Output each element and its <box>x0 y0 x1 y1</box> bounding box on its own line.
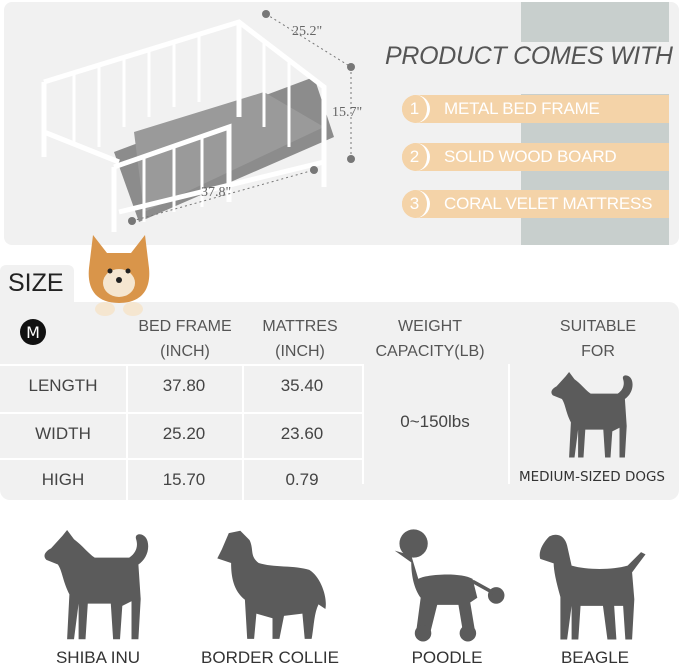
bed-frame-value: 25.20 <box>162 424 206 443</box>
border-collie-icon <box>217 530 326 639</box>
header-line: SUITABLE <box>559 318 637 335</box>
row-label: HIGH <box>41 470 85 489</box>
length-dimension: 37.8" <box>201 185 232 200</box>
product-panel: 25.2" 15.7" 37.8" PRODUCT COMES WITH 1 M… <box>4 2 679 245</box>
size-badge: M <box>20 319 46 345</box>
mattress-value: 0.79 <box>285 470 319 489</box>
bed-frame-value: 37.80 <box>162 376 206 395</box>
component-item-2: 2 SOLID WOOD BOARD <box>402 143 669 171</box>
header-weight: WEIGHT CAPACITY(LB) <box>365 314 495 364</box>
width-dimension: 25.2" <box>292 24 323 39</box>
shiba-inu-icon <box>44 530 149 640</box>
divider <box>0 412 362 414</box>
component-label: METAL BED FRAME <box>444 99 600 118</box>
divider <box>0 364 362 366</box>
medium-dog-icon <box>551 372 633 458</box>
header-line: CAPACITY(LB) <box>375 343 485 360</box>
component-item-1: 1 METAL BED FRAME <box>402 95 669 123</box>
beagle-icon <box>539 534 646 640</box>
header-bed-frame: BED FRAME (INCH) <box>125 314 245 364</box>
size-table: M BED FRAME (INCH) MATTRES (INCH) WEIGHT CA… <box>0 302 679 500</box>
shiba-photo <box>88 235 150 316</box>
stripe-gap <box>521 42 669 94</box>
mattress-value: 23.60 <box>280 424 324 443</box>
divider <box>362 364 364 484</box>
bed-frame-value: 15.70 <box>162 470 206 489</box>
header-mattress: MATTRES (INCH) <box>240 314 360 364</box>
poodle-icon <box>394 529 505 642</box>
header-line: WEIGHT <box>398 318 462 335</box>
divider <box>126 364 128 500</box>
row-label: LENGTH <box>28 376 98 395</box>
header-line: (INCH) <box>160 343 210 360</box>
component-label: CORAL VELET MATTRESS <box>444 194 653 213</box>
row-label: WIDTH <box>35 424 91 443</box>
component-label: SOLID WOOD BOARD <box>444 147 617 166</box>
size-label: SIZE <box>0 265 74 305</box>
section-title: PRODUCT COMES WITH <box>385 42 673 70</box>
bed-frame-image <box>41 10 355 232</box>
divider <box>508 364 510 484</box>
header-line: MATTRES <box>262 318 338 335</box>
suitable-for-label: MEDIUM-SIZED DOGS <box>518 469 666 485</box>
breed-label-shiba-inu: SHIBA INU <box>55 648 141 667</box>
component-number: 1 <box>402 95 430 123</box>
divider <box>0 458 362 460</box>
header-line: FOR <box>581 343 615 360</box>
divider <box>242 364 244 500</box>
header-line: BED FRAME <box>138 318 232 335</box>
component-number: 3 <box>402 190 430 218</box>
mattress-value: 35.40 <box>280 376 324 395</box>
header-suitable: SUITABLE FOR <box>538 314 658 364</box>
component-number: 2 <box>402 143 430 171</box>
weight-capacity-value: 0~150lbs <box>400 412 470 431</box>
height-dimension: 15.7" <box>332 105 363 120</box>
breed-label-beagle: BEAGLE <box>560 648 630 667</box>
breed-label-poodle: POODLE <box>411 648 483 667</box>
breed-label-border-collie: BORDER COLLIE <box>201 648 339 667</box>
header-line: (INCH) <box>275 343 325 360</box>
component-item-3: 3 CORAL VELET MATTRESS <box>402 190 669 218</box>
